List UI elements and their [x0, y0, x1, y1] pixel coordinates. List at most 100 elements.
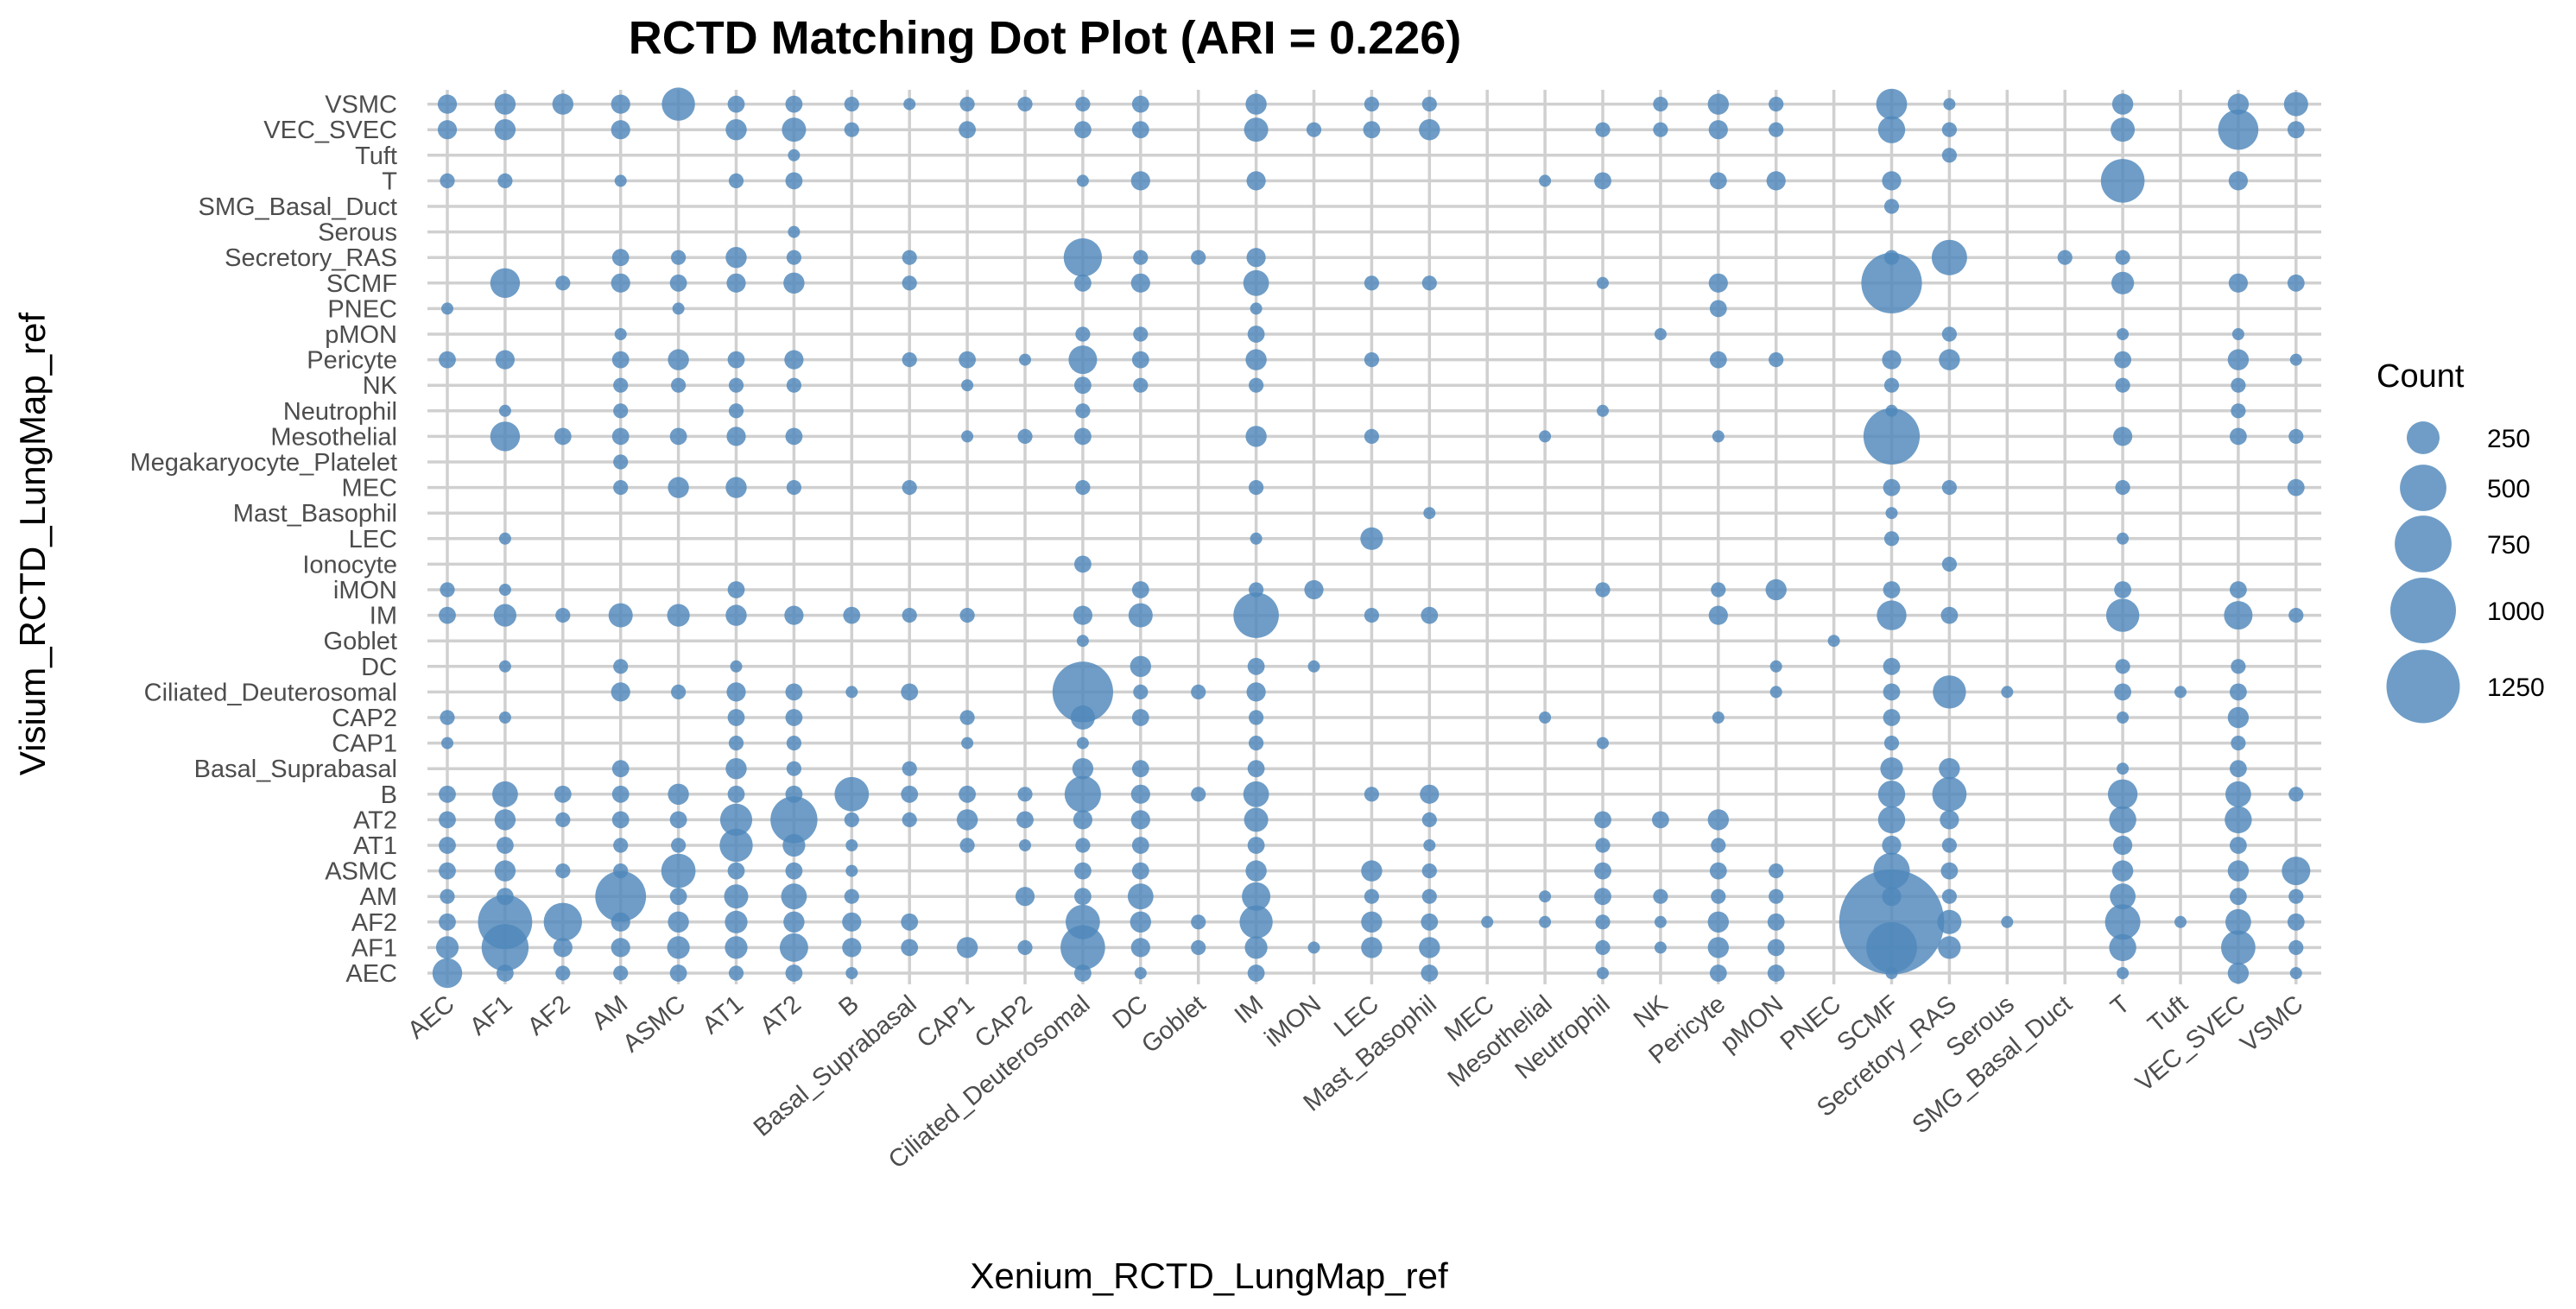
y-axis-tick-labels: AECAF1AF2AMASMCAT1AT2BBasal_SuprabasalCA…	[130, 92, 398, 988]
point-at2-cap2	[785, 709, 803, 726]
point-at1-asmc	[727, 862, 745, 880]
point-neutrophil-t	[1594, 172, 1611, 190]
point-dc-b	[1130, 784, 1150, 804]
point-asmc-pericyte	[668, 349, 689, 370]
point-af1-lec	[498, 532, 511, 545]
point-ciliated_deuterosomal-cap1	[1076, 737, 1089, 749]
point-lec-af2	[1361, 911, 1383, 933]
point-cap1-at2	[956, 809, 978, 831]
point-scmf-vec_svec	[1877, 116, 1906, 143]
point-asmc-at2	[669, 811, 687, 829]
point-af1-asmc	[494, 860, 516, 882]
point-vec_svec-am	[2230, 888, 2247, 906]
y-tick-pnec: PNEC	[327, 295, 397, 323]
y-tick-imon: iMON	[333, 577, 397, 604]
point-pericyte-t	[1709, 172, 1727, 190]
point-pericyte-pnec	[1709, 300, 1727, 318]
point-dc-asmc	[1131, 862, 1149, 880]
point-scmf-asmc	[1873, 852, 1910, 889]
point-goblet-b	[1191, 787, 1206, 802]
point-mesothelial-t	[1539, 174, 1552, 187]
point-am-am	[595, 870, 647, 922]
point-asmc-af2	[668, 911, 689, 933]
point-ciliated_deuterosomal-mec	[1075, 480, 1091, 496]
y-tick-basal_suprabasal: Basal_Suprabasal	[194, 756, 397, 783]
point-im-af1	[1244, 936, 1268, 959]
point-b-vsmc	[844, 97, 859, 112]
point-pericyte-cap2	[1712, 711, 1725, 724]
point-t-t	[2100, 159, 2145, 203]
legend-label-1250: 1250	[2487, 673, 2545, 702]
point-ciliated_deuterosomal-ciliated_deuterosomal	[1052, 661, 1113, 723]
point-mesothelial-mesothelial	[1539, 430, 1552, 443]
point-t-mesothelial	[2113, 427, 2133, 446]
point-b-asmc	[845, 864, 858, 877]
point-vsmc-im	[2288, 608, 2304, 623]
y-tick-secretory_ras: Secretory_RAS	[225, 244, 397, 272]
point-basal_suprabasal-scmf	[902, 275, 917, 291]
point-im-t	[1246, 171, 1266, 191]
legend-circle-250	[2407, 421, 2440, 454]
point-b-ciliated_deuterosomal	[845, 686, 858, 699]
point-at1-cap2	[727, 709, 745, 726]
point-af2-af1	[553, 938, 573, 958]
point-at2-serous	[788, 225, 801, 238]
point-neutrophil-vec_svec	[1595, 122, 1611, 137]
point-secretory_ras-am	[1941, 888, 1957, 904]
point-pmon-asmc	[1769, 863, 1784, 879]
point-mesothelial-af2	[1539, 915, 1552, 928]
point-vec_svec-dc	[2231, 659, 2246, 674]
point-neutrophil-cap1	[1597, 737, 1609, 749]
point-pericyte-mesothelial	[1712, 430, 1725, 443]
x-tick-pmon: pMON	[1715, 990, 1788, 1058]
point-at1-dc	[730, 660, 743, 673]
point-tuft-ciliated_deuterosomal	[2174, 686, 2187, 699]
point-asmc-secretory_ras	[671, 250, 687, 265]
point-dc-nk	[1133, 377, 1149, 393]
x-tick-at2: AT2	[755, 990, 807, 1040]
point-pericyte-at1	[1711, 838, 1726, 853]
point-im-aec	[1247, 964, 1265, 982]
point-pericyte-vsmc	[1707, 93, 1730, 115]
point-pericyte-imon	[1711, 582, 1726, 598]
data-points	[432, 87, 2311, 989]
y-tick-nk: NK	[363, 372, 398, 400]
point-at1-im	[725, 604, 747, 626]
point-pericyte-af1	[1707, 937, 1730, 958]
point-am-neutrophil	[613, 403, 629, 419]
point-secretory_ras-af2	[1937, 909, 1962, 934]
point-basal_suprabasal-b	[901, 785, 919, 803]
point-asmc-nk	[671, 377, 687, 393]
point-vsmc-b	[2288, 787, 2304, 802]
point-t-vec_svec	[2111, 117, 2136, 142]
point-pmon-t	[1766, 171, 1786, 191]
point-at2-basal_suprabasal	[786, 761, 802, 776]
point-mast_basophil-aec	[1421, 964, 1439, 982]
point-lec-scmf	[1364, 275, 1379, 291]
y-tick-af2: AF2	[351, 909, 397, 937]
point-ciliated_deuterosomal-im	[1073, 605, 1092, 625]
point-dc-am	[1127, 883, 1154, 910]
point-cap1-vsmc	[959, 97, 975, 112]
point-vec_svec-vsmc	[2227, 93, 2250, 115]
point-am-im	[608, 603, 633, 628]
point-t-asmc	[2111, 860, 2134, 882]
point-af2-mesothelial	[554, 427, 572, 446]
point-b-am	[844, 888, 859, 904]
point-pericyte-im	[1708, 605, 1728, 625]
point-scmf-scmf	[1861, 252, 1922, 313]
y-tick-megakaryocyte_platelet: Megakaryocyte_Platelet	[130, 449, 398, 477]
point-at2-vec_svec	[782, 117, 807, 142]
x-tick-cap1: CAP1	[912, 990, 980, 1053]
point-vsmc-pericyte	[2289, 353, 2302, 366]
chart-title: RCTD Matching Dot Plot (ARI = 0.226)	[629, 12, 1462, 64]
point-im-at2	[1244, 807, 1269, 832]
point-cap1-af1	[956, 937, 978, 958]
point-t-mec	[2115, 480, 2130, 496]
point-pmon-af2	[1767, 913, 1785, 931]
point-im-basal_suprabasal	[1247, 760, 1265, 778]
point-asmc-ciliated_deuterosomal	[671, 684, 687, 700]
point-asmc-asmc	[661, 853, 696, 888]
point-at2-af2	[783, 911, 805, 933]
